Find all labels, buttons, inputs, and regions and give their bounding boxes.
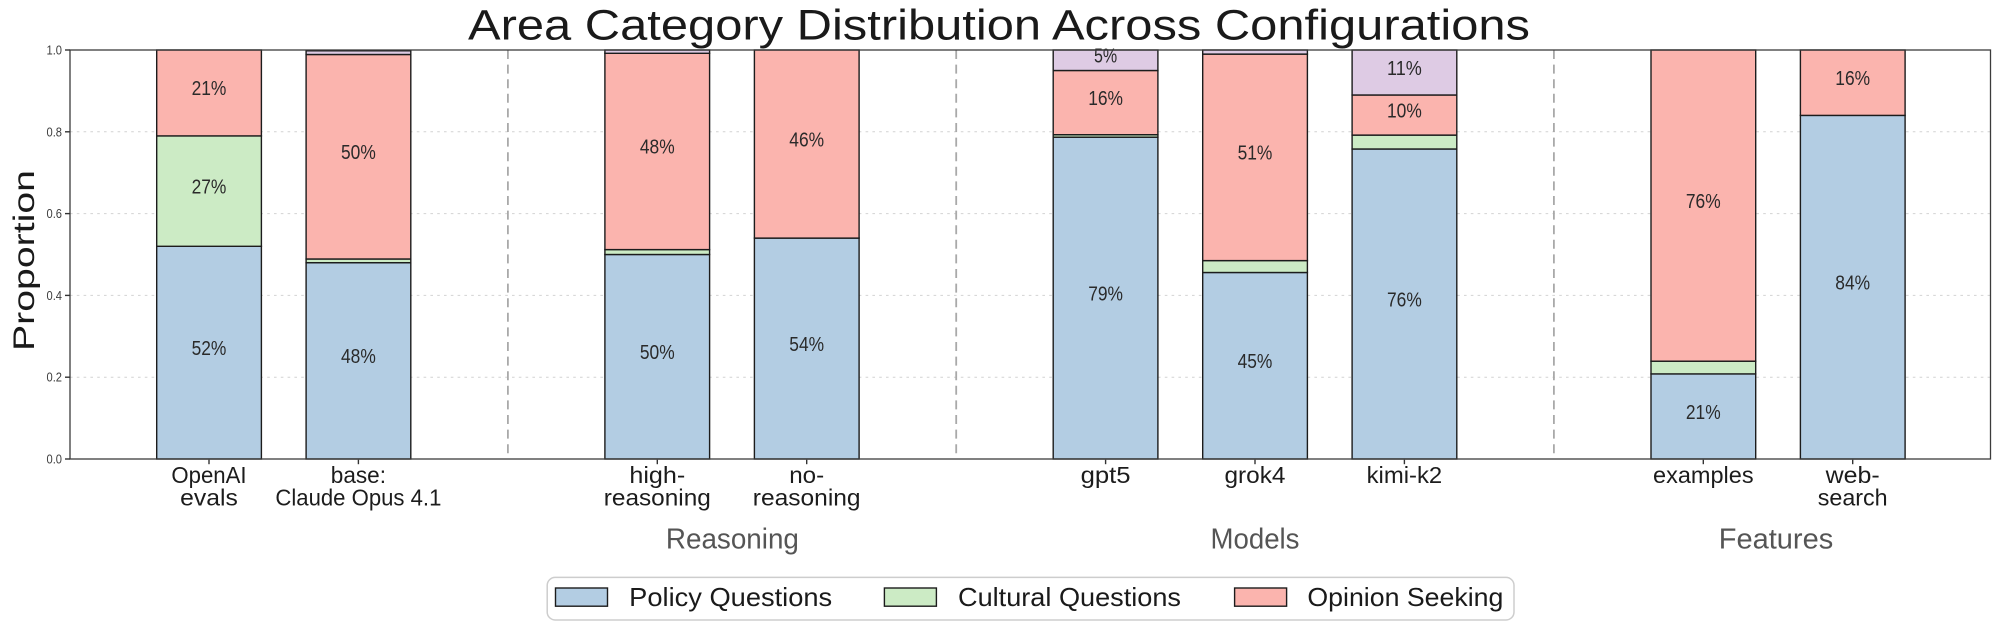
svg-text:16%: 16% (1835, 68, 1870, 90)
svg-text:Area Category Distribution Acr: Area Category Distribution Across Config… (468, 2, 1530, 50)
svg-text:0.4: 0.4 (47, 288, 63, 303)
svg-text:Models: Models (1211, 524, 1300, 556)
svg-text:Reasoning: Reasoning (666, 524, 799, 556)
svg-text:Features: Features (1719, 524, 1833, 556)
svg-text:5%: 5% (1094, 46, 1117, 68)
svg-text:46%: 46% (789, 129, 824, 151)
svg-text:76%: 76% (1686, 191, 1721, 213)
svg-text:48%: 48% (341, 346, 376, 368)
svg-text:27%: 27% (192, 176, 227, 198)
svg-text:76%: 76% (1387, 289, 1422, 311)
svg-text:no-: no- (789, 462, 824, 488)
svg-text:evals: evals (180, 485, 238, 511)
svg-text:45%: 45% (1238, 351, 1273, 373)
svg-text:79%: 79% (1088, 283, 1123, 305)
svg-text:examples: examples (1653, 462, 1754, 488)
svg-text:reasoning: reasoning (753, 485, 861, 511)
svg-text:Opinion Seeking: Opinion Seeking (1307, 582, 1503, 612)
svg-text:Claude Opus 4.1: Claude Opus 4.1 (275, 485, 441, 511)
svg-text:kimi-k2: kimi-k2 (1367, 462, 1443, 488)
svg-text:11%: 11% (1387, 58, 1422, 80)
svg-text:Cultural Questions: Cultural Questions (958, 582, 1181, 612)
svg-text:54%: 54% (789, 334, 824, 356)
svg-text:1.0: 1.0 (47, 43, 63, 58)
svg-text:52%: 52% (192, 338, 227, 360)
svg-text:search: search (1818, 485, 1888, 511)
svg-text:48%: 48% (640, 137, 675, 159)
svg-text:Policy Questions: Policy Questions (629, 582, 832, 612)
svg-text:reasoning: reasoning (604, 485, 711, 511)
svg-text:Proportion: Proportion (8, 170, 41, 351)
svg-text:0.2: 0.2 (47, 370, 63, 385)
svg-text:51%: 51% (1238, 143, 1273, 165)
svg-text:0.0: 0.0 (47, 452, 63, 467)
svg-text:50%: 50% (341, 142, 376, 164)
svg-text:gpt5: gpt5 (1081, 462, 1131, 488)
svg-text:OpenAI: OpenAI (171, 462, 246, 488)
svg-text:high-: high- (629, 462, 685, 488)
svg-text:84%: 84% (1835, 273, 1870, 295)
svg-text:base:: base: (331, 462, 386, 488)
svg-text:10%: 10% (1387, 100, 1422, 122)
svg-text:21%: 21% (1686, 402, 1721, 424)
svg-text:21%: 21% (192, 78, 227, 100)
svg-text:50%: 50% (640, 342, 675, 364)
svg-text:16%: 16% (1088, 88, 1123, 110)
svg-text:0.8: 0.8 (47, 124, 63, 139)
svg-text:grok4: grok4 (1225, 462, 1286, 488)
svg-text:web-: web- (1825, 462, 1880, 488)
svg-text:0.6: 0.6 (47, 206, 63, 221)
